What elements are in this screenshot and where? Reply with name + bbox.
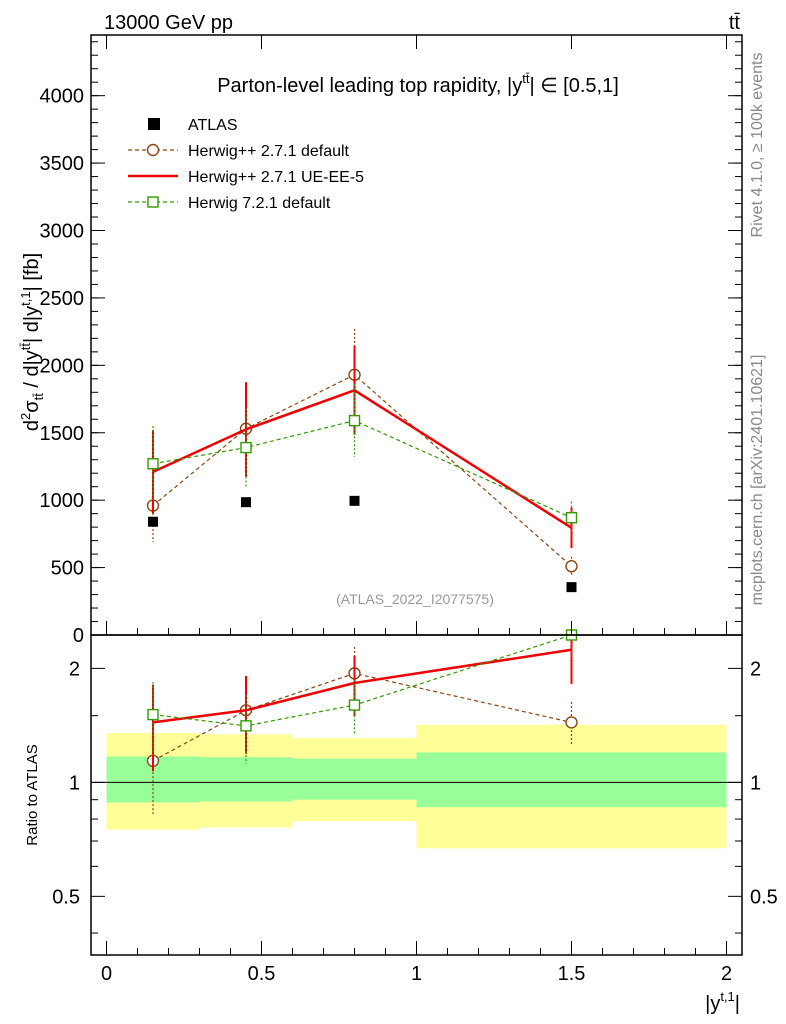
- main-series-1-line: [152, 374, 572, 567]
- ratio-y-label: Ratio to ATLAS: [24, 744, 41, 845]
- ratio-series-2-marker-0: [147, 708, 159, 721]
- legend-label-1: Herwig++ 2.7.1 default: [188, 143, 350, 160]
- ratio-series-0-marker-3: [565, 716, 578, 729]
- title-rest: | ∈ [0.5,1]: [529, 75, 618, 97]
- band-inner-3: [416, 752, 727, 808]
- atlas-point-1: [241, 497, 251, 508]
- energy-label: 13000 GeV pp: [104, 12, 233, 34]
- y-axis-label: d2σtt̄ / d|ytt̄| d|yt,1| [fb]: [18, 253, 46, 431]
- atlas-point-3: [566, 582, 577, 593]
- x-tick-label-4: 2: [721, 963, 732, 985]
- ratio-series-2-marker-1: [240, 720, 252, 732]
- legend-marker-1: [146, 143, 160, 157]
- ratio-series-2-line: [152, 634, 572, 727]
- main-series-3-marker-2: [348, 414, 361, 427]
- main-series-3-marker-0: [147, 458, 159, 470]
- main-series-3-line: [152, 419, 572, 519]
- legend: ATLAS Herwig++ 2.7.1 default Herwig++ 2.7.…: [128, 117, 364, 212]
- ratio-uncertainty-bands: [91, 724, 742, 849]
- y-tick-label-6: 3000: [40, 221, 85, 243]
- ratio-tick-label-1: 1: [69, 772, 80, 794]
- legend-marker-3: [147, 196, 159, 208]
- y-tick-label-8: 4000: [40, 86, 85, 108]
- main-series-3-marker-1: [240, 441, 252, 454]
- source-label: mcplots.cern.ch [arXiv:2401.10621]: [749, 355, 766, 606]
- title-sup: tt̄: [522, 71, 530, 86]
- process-label: tt̄: [729, 12, 741, 34]
- y-tick-label-1: 500: [51, 558, 84, 580]
- atlas-point-2: [349, 495, 360, 506]
- x-tick-label-0: 0: [101, 963, 112, 985]
- y-tick-label-4: 2000: [40, 355, 85, 377]
- x-tick-label-1: 0.5: [248, 963, 276, 985]
- rivet-label: Rivet 4.1.0, ≥ 100k events: [749, 53, 766, 238]
- y-tick-label-7: 3500: [40, 153, 85, 175]
- chart-marks: [146, 328, 578, 815]
- legend-label-2: Herwig++ 2.7.1 UE-EE-5: [188, 169, 364, 186]
- axis-ticks: 0 0.5 1 1.5 2 0 500 1000 1500 2000 2500 3000 3500 400…: [40, 35, 778, 985]
- main-series-3-marker-3: [565, 511, 578, 524]
- y-tick-label-2: 1000: [40, 490, 85, 512]
- x-tick-label-2: 1: [411, 963, 422, 985]
- legend-marker-0: [148, 118, 160, 130]
- legend-label-3: Herwig 7.2.1 default: [188, 195, 331, 212]
- y-tick-label-3: 1500: [40, 423, 85, 445]
- band-inner-1: [199, 757, 293, 802]
- ratio-series-2-marker-2: [348, 699, 361, 711]
- main-series-2-line: [152, 388, 573, 529]
- y-tick-label-0: 0: [73, 625, 84, 647]
- title-main: Parton-level leading top rapidity, |y: [217, 75, 522, 97]
- ratio-tick-label-2: 2: [69, 658, 80, 680]
- legend-label-0: ATLAS: [188, 117, 238, 134]
- ratio-tick-label-right-0: 0.5: [750, 886, 778, 908]
- x-tick-label-3: 1.5: [558, 963, 586, 985]
- main-series-1-marker-3: [565, 560, 578, 573]
- ratio-series-0-line: [152, 672, 572, 762]
- chart-title: Parton-level leading top rapidity, |ytt̄…: [217, 71, 619, 97]
- ratio-tick-label-0: 0.5: [52, 886, 80, 908]
- ratio-tick-label-right-2: 2: [750, 658, 761, 680]
- band-inner-2: [292, 758, 417, 800]
- x-axis-label: |yt,1|: [705, 989, 740, 1015]
- y-tick-label-5: 2500: [40, 288, 85, 310]
- watermark: (ATLAS_2022_I2077575): [336, 591, 494, 607]
- ratio-tick-label-right-1: 1: [750, 772, 761, 794]
- atlas-point-0: [148, 516, 158, 527]
- ratio-series-1-line: [152, 648, 572, 724]
